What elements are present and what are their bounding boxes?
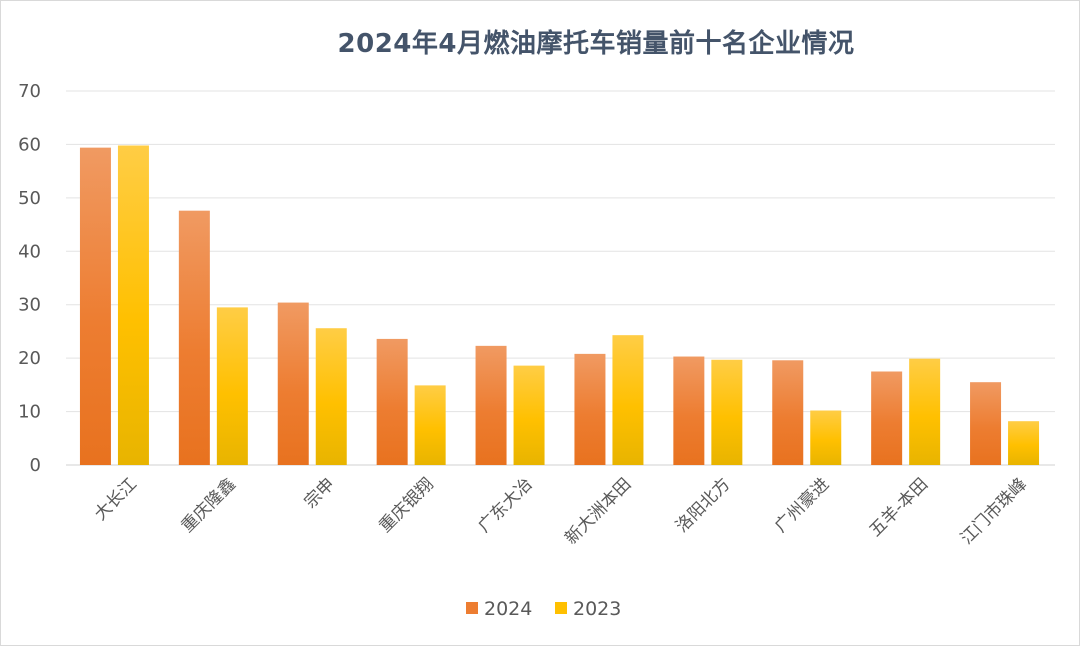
bar-2023-9 — [1008, 421, 1040, 465]
bar-2024-7 — [772, 360, 804, 465]
bar-2024-1 — [178, 210, 210, 465]
category-label: 广州豪进 — [770, 474, 833, 537]
bar-2024-8 — [871, 371, 903, 465]
bar-2024-4 — [475, 345, 507, 465]
category-label: 江门市珠峰 — [957, 474, 1031, 548]
bar-2024-9 — [970, 382, 1002, 465]
gridlines — [66, 90, 1055, 466]
category-label: 新大洲本田 — [561, 474, 635, 548]
y-tick-label: 20 — [18, 348, 41, 369]
y-tick-label: 50 — [18, 188, 41, 209]
chart-title: 2024年4月燃油摩托车销量前十名企业情况 — [337, 29, 855, 59]
y-tick-label: 30 — [18, 295, 41, 316]
category-labels: 大长江 重庆隆鑫 宗申 重庆银翔 广东大冶 新大洲本田 洛阳北方 广州豪进 五羊-本田 江门市珠峰 — [91, 474, 1031, 549]
bar-2024-2 — [277, 302, 309, 465]
category-label: 重庆隆鑫 — [178, 474, 240, 536]
y-tick-label: 40 — [18, 241, 41, 262]
bar-2023-5 — [612, 335, 644, 465]
bar-2023-4 — [513, 365, 545, 465]
bar-2023-3 — [414, 385, 446, 465]
legend: 2024 2023 — [466, 598, 621, 620]
y-tick-label: 10 — [18, 402, 41, 423]
category-label: 五羊-本田 — [866, 474, 933, 541]
legend-label-2023: 2023 — [573, 598, 621, 620]
bar-2023-7 — [810, 410, 842, 465]
bar-2024-3 — [376, 338, 408, 465]
bar-2023-8 — [909, 358, 941, 465]
y-tick-label: 60 — [18, 134, 41, 155]
bar-2023-0 — [117, 145, 149, 466]
bars — [79, 145, 1040, 466]
category-label: 重庆银翔 — [375, 474, 437, 536]
bar-2024-5 — [574, 353, 606, 465]
bar-2023-6 — [711, 359, 743, 465]
bar-2023-1 — [216, 307, 248, 465]
category-label: 洛阳北方 — [672, 474, 734, 536]
category-label: 大长江 — [91, 474, 141, 524]
legend-swatch-2023 — [555, 602, 567, 614]
legend-label-2024: 2024 — [484, 598, 532, 620]
y-tick-label: 0 — [30, 455, 41, 476]
bar-2024-0 — [79, 147, 111, 466]
category-label: 宗申 — [301, 474, 339, 512]
bar-2023-2 — [315, 328, 347, 465]
legend-swatch-2024 — [466, 602, 478, 614]
y-axis-ticks: 0 10 20 30 40 50 60 70 — [18, 81, 41, 476]
y-tick-label: 70 — [18, 81, 41, 102]
bar-2024-6 — [673, 356, 705, 465]
category-label: 广东大冶 — [474, 474, 536, 536]
